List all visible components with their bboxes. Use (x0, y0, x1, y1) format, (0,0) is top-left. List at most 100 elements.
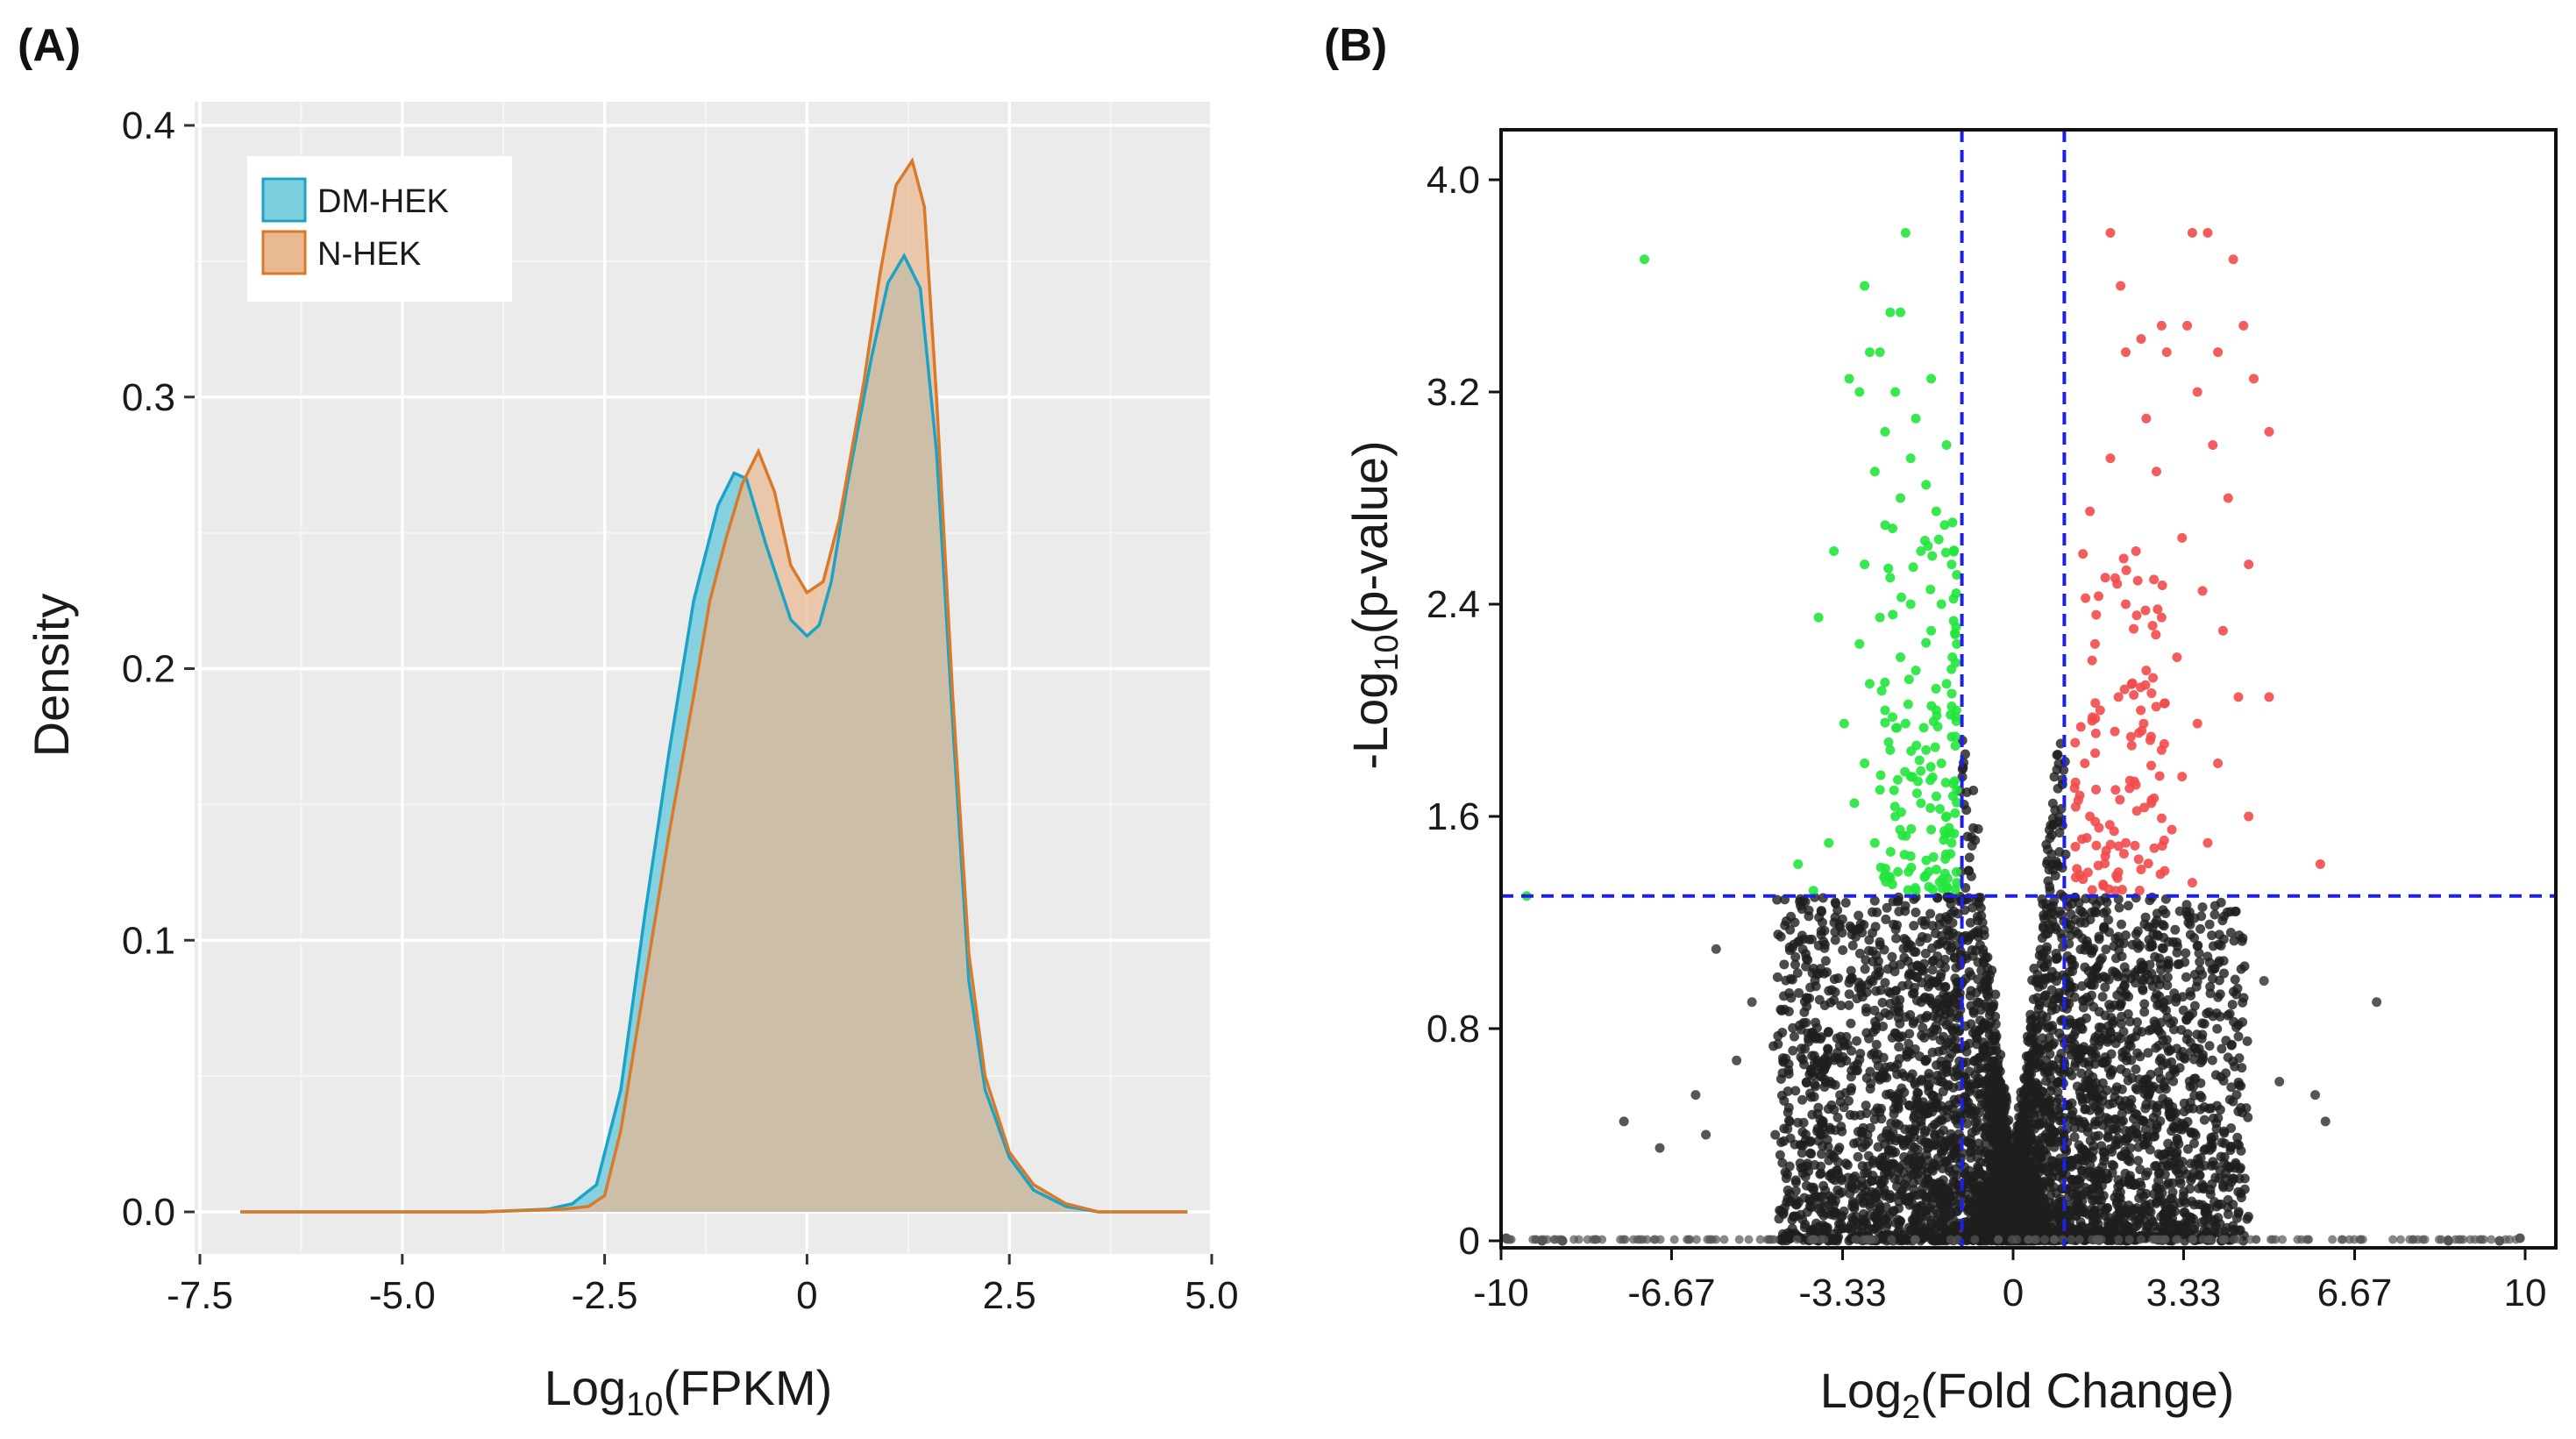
point-not-significant (1977, 1077, 1988, 1087)
point-not-significant (1846, 1018, 1856, 1029)
point-not-significant (1832, 1169, 1843, 1179)
point-not-significant (1776, 1006, 1787, 1016)
point-not-significant (2134, 1074, 2145, 1085)
point-not-significant (1913, 1087, 1924, 1098)
point-not-significant (2131, 1215, 2141, 1225)
point-not-significant (2036, 1061, 2046, 1072)
point-not-significant (2124, 1104, 2134, 1115)
point-not-significant (1810, 1159, 1820, 1170)
point-not-significant (2224, 1094, 2235, 1105)
point-not-significant (2071, 1210, 2081, 1221)
point-not-significant (2218, 968, 2229, 979)
point-not-significant (1961, 953, 1972, 964)
point-not-significant (1798, 1018, 1809, 1029)
point-not-significant (1862, 1168, 1873, 1179)
point-not-significant (1911, 907, 1921, 917)
point-not-significant (1885, 1135, 1896, 1145)
point-not-significant (2100, 1052, 2110, 1063)
point-not-significant (1885, 998, 1896, 1008)
point-not-significant (1817, 1118, 1827, 1129)
point-not-significant (2046, 1222, 2057, 1233)
point-not-significant (1894, 1042, 1904, 1052)
point-not-significant (2131, 1132, 2142, 1143)
point-not-significant (2153, 1101, 2163, 1111)
x-tick-label: -5.0 (369, 1274, 436, 1317)
point-not-significant (2192, 976, 2202, 987)
point-not-significant (1819, 1081, 1830, 1092)
point-not-significant (1916, 1116, 1926, 1127)
point-not-significant (2069, 1018, 2080, 1029)
point-not-significant (2188, 1081, 2199, 1092)
point-not-significant (1935, 1035, 1946, 1045)
point-not-significant (1920, 1125, 1931, 1136)
point-not-significant (1855, 1048, 1866, 1058)
point-not-significant (2119, 962, 2130, 972)
point-not-significant (1884, 1010, 1895, 1021)
point-not-significant (2076, 1068, 2087, 1079)
point-not-significant (1790, 1177, 1801, 1187)
point-not-significant (1930, 977, 1940, 987)
point-not-significant (1855, 1110, 1866, 1121)
point-not-significant (2124, 1035, 2134, 1045)
point-not-significant (2150, 918, 2160, 929)
point-not-significant (2143, 1220, 2153, 1230)
point-not-significant (2120, 1125, 2131, 1136)
point-not-significant (1927, 921, 1938, 931)
point-not-significant (1993, 1073, 2003, 1084)
point-not-significant (2114, 937, 2124, 948)
point-not-significant (2181, 948, 2191, 958)
point-not-significant (1902, 1050, 1912, 1060)
point-not-significant (1982, 974, 1992, 985)
point-not-significant (2136, 1115, 2146, 1125)
point-not-significant (2145, 895, 2155, 906)
point-not-significant (1835, 1096, 1846, 1107)
legend-label-n-hek: N-HEK (317, 236, 421, 273)
point-not-significant (1851, 1065, 1861, 1076)
x-tick-label: 5.0 (1185, 1274, 1238, 1317)
point-not-significant (1928, 1011, 1939, 1022)
point-not-significant (1872, 1215, 1882, 1225)
density-area-n-hek (240, 160, 1188, 1213)
point-not-significant (2080, 962, 2090, 972)
point-not-significant (2223, 1202, 2233, 1213)
point-not-significant (1849, 1201, 1860, 1212)
point-not-significant (1914, 1214, 1925, 1224)
point-not-significant (2181, 1014, 2192, 1024)
point-not-significant (2054, 987, 2065, 998)
point-not-significant (2096, 1141, 2107, 1151)
point-not-significant (1837, 1211, 1847, 1222)
point-not-significant (2181, 972, 2191, 982)
point-not-significant (2088, 972, 2098, 983)
point-not-significant (2069, 1131, 2080, 1142)
point-not-significant (2160, 1169, 2170, 1179)
point-not-significant (1794, 987, 1804, 998)
point-not-significant (1946, 1066, 1957, 1077)
point-not-significant (1861, 1139, 1871, 1150)
point-not-significant (1877, 1231, 1888, 1242)
point-not-significant (1797, 1094, 1808, 1105)
point-not-significant (2234, 1173, 2245, 1184)
point-not-significant (2080, 1183, 2090, 1193)
point-not-significant (2042, 997, 2053, 1008)
point-not-significant (1893, 1088, 1904, 1099)
point-not-significant (1790, 959, 1801, 970)
point-not-significant (2086, 1189, 2096, 1200)
point-not-significant (1953, 1013, 1963, 1023)
point-not-significant (1800, 896, 1811, 907)
point-not-significant (1912, 972, 1923, 983)
point-not-significant (1993, 1188, 2003, 1199)
point-not-significant (1919, 1191, 1930, 1201)
point-not-significant (2110, 953, 2121, 964)
point-not-significant (1986, 1017, 1996, 1028)
point-not-significant (2204, 919, 2215, 930)
point-not-significant (2208, 941, 2218, 951)
point-not-significant (2105, 1026, 2116, 1037)
point-not-significant (1799, 1007, 1810, 1017)
point-not-significant (2232, 983, 2243, 994)
point-not-significant (2078, 995, 2089, 1006)
point-not-significant (1854, 923, 1865, 934)
point-not-significant (2120, 930, 2131, 940)
point-not-significant (1875, 1011, 1885, 1022)
point-not-significant (1775, 1074, 1786, 1085)
point-not-significant (1777, 1158, 1788, 1168)
